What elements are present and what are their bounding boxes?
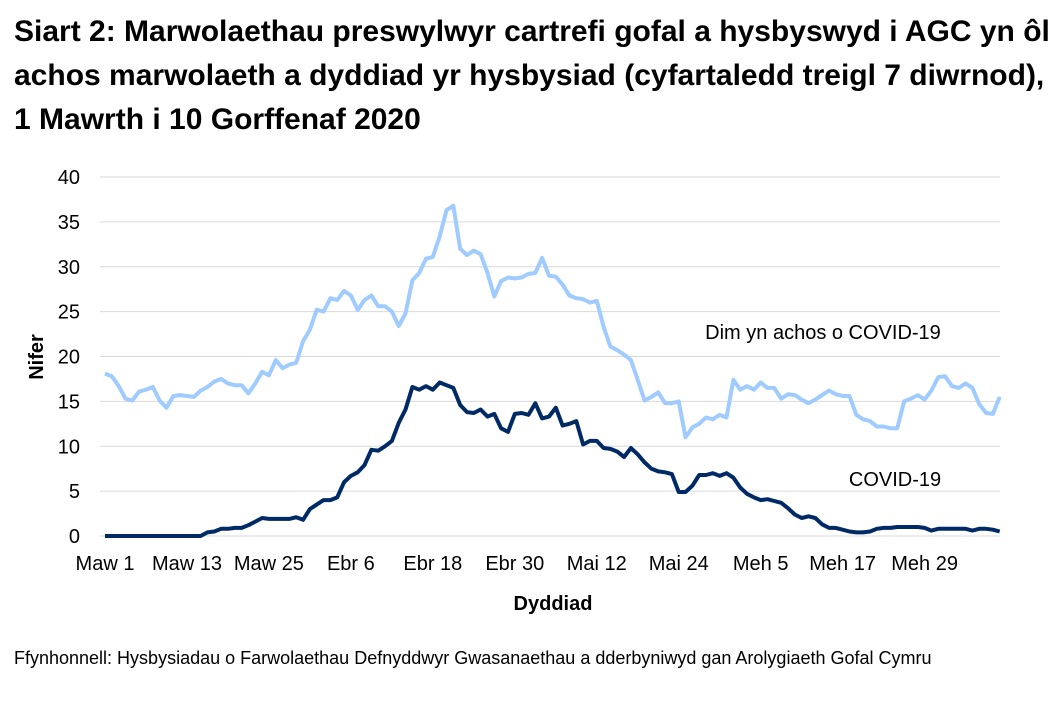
x-tick-label: Ebr 30 (485, 553, 544, 575)
source-note: Ffynhonnell: Hysbysiadau o Farwolaethau … (14, 648, 932, 668)
x-tick-label: Maw 25 (234, 553, 304, 575)
series-line-covid (105, 380, 1001, 538)
series-label-non-covid: Dim yn achos o COVID-19 (705, 322, 941, 344)
x-tick-label: Meh 29 (891, 553, 958, 575)
y-tick-label: 25 (58, 302, 80, 324)
y-tick-label: 10 (58, 436, 80, 458)
x-axis-label: Dyddiad (514, 593, 593, 615)
chart-title: Siart 2: Marwolaethau preswylwyr cartref… (14, 15, 1050, 136)
y-tick-label: 35 (58, 212, 80, 234)
y-tick-label: 20 (58, 347, 80, 369)
x-tick-label: Ebr 18 (403, 553, 462, 575)
x-tick-label: Meh 5 (733, 553, 789, 575)
x-tick-label: Mai 24 (649, 553, 709, 575)
y-tick-label: 40 (58, 167, 80, 189)
x-tick-label: Ebr 6 (327, 553, 375, 575)
x-tick-label: Maw 13 (152, 553, 222, 575)
y-tick-label: 5 (69, 481, 80, 503)
y-tick-label: 0 (69, 526, 80, 548)
y-tick-label: 30 (58, 257, 80, 279)
y-axis-label: Nifer (26, 334, 48, 380)
line-chart: 0 5 10 15 20 25 30 35 40 Maw 1 Maw 13 Maw 25 Ebr 6 Eb… (26, 167, 1002, 615)
series-line-non-covid (104, 203, 1002, 440)
y-tick-label: 15 (58, 391, 80, 413)
x-tick-label: Maw 1 (76, 553, 135, 575)
x-tick-label: Meh 17 (809, 553, 876, 575)
x-tick-label: Mai 12 (567, 553, 627, 575)
series-label-covid: COVID-19 (849, 469, 941, 491)
